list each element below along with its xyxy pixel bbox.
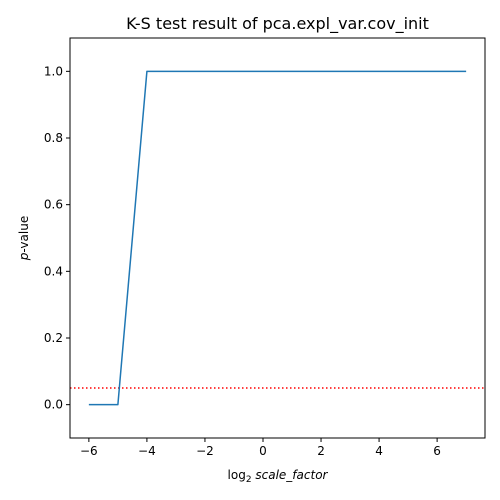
y-tick-label: 0.8 xyxy=(44,131,63,145)
y-tick-label: 0.6 xyxy=(44,198,63,212)
x-tick-label: 4 xyxy=(375,444,383,458)
y-tick-label: 0.2 xyxy=(44,331,63,345)
y-axis-label-suffix: -value xyxy=(17,216,31,253)
x-tick-label: −4 xyxy=(138,444,156,458)
x-axis-label-prefix: log xyxy=(228,468,246,482)
series-layer xyxy=(88,70,467,406)
x-tick-label: 2 xyxy=(317,444,325,458)
chart-title: K-S test result of pca.expl_var.cov_init xyxy=(126,14,429,34)
x-tick-label: −2 xyxy=(196,444,214,458)
y-axis-ticks: 0.0 0.2 0.4 0.6 0.8 1.0 xyxy=(44,64,70,412)
y-tick-label: 0.4 xyxy=(44,264,63,278)
x-tick-label: 6 xyxy=(433,444,441,458)
y-tick-label: 1.0 xyxy=(44,64,63,78)
y-axis-label: p-value xyxy=(17,216,31,261)
x-tick-label: −6 xyxy=(80,444,98,458)
x-axis-ticks: −6 −4 −2 0 2 4 6 xyxy=(80,438,441,458)
y-axis-label-variable: p xyxy=(17,252,31,261)
x-axis-label-variable: scale_factor xyxy=(255,468,328,482)
x-axis-label-subscript: 2 xyxy=(246,475,252,485)
x-axis-label: log2 scale_factor xyxy=(228,468,329,485)
y-tick-label: 0.0 xyxy=(44,398,63,412)
series-line-0 xyxy=(88,70,467,406)
axes-frame xyxy=(69,37,486,439)
x-tick-label: 0 xyxy=(259,444,267,458)
plot-area xyxy=(70,70,485,406)
